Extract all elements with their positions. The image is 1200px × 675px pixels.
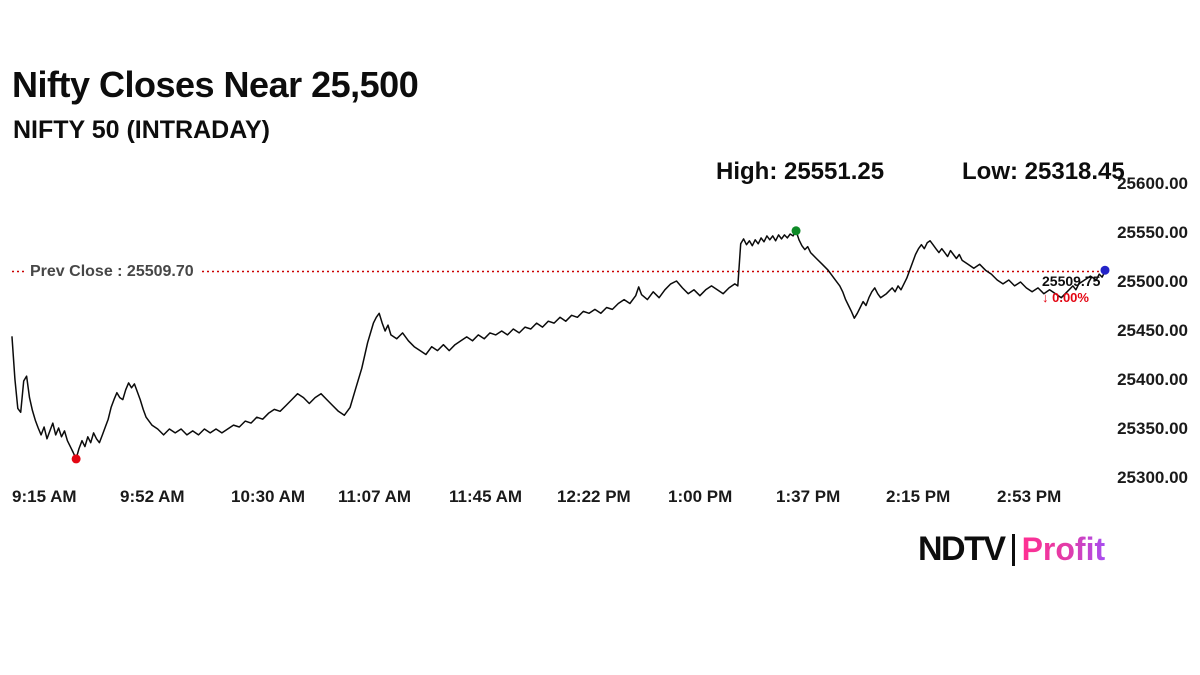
y-tick-label: 25600.00 xyxy=(1117,174,1188,193)
ndtv-profit-logo: NDTV Profit xyxy=(918,530,1105,569)
last-price-label: 25509.75 xyxy=(1042,273,1101,289)
x-tick-label: 1:00 PM xyxy=(668,487,733,506)
y-tick-label: 25500.00 xyxy=(1117,272,1188,291)
last-change-label: ↓ 0.00% xyxy=(1042,289,1089,305)
x-tick-label: 2:53 PM xyxy=(997,487,1062,506)
y-tick-label: 25450.00 xyxy=(1117,321,1188,340)
y-tick-label: 25550.00 xyxy=(1117,223,1188,242)
ndtv-logo-text: NDTV xyxy=(918,530,1006,568)
y-tick-label: 25350.00 xyxy=(1117,419,1188,438)
low-value-label: Low: 25318.45 xyxy=(962,158,1125,185)
x-tick-label: 9:15 AM xyxy=(12,487,77,506)
logo-separator xyxy=(1011,533,1015,566)
x-tick-label: 2:15 PM xyxy=(886,487,951,506)
y-tick-label: 25400.00 xyxy=(1117,370,1188,389)
x-tick-label: 10:30 AM xyxy=(231,487,306,506)
low-marker xyxy=(71,454,81,464)
prev-close-label: Prev Close : 25509.70 xyxy=(24,263,200,281)
x-tick-label: 1:37 PM xyxy=(776,487,841,506)
close-marker xyxy=(1100,265,1110,275)
x-tick-label: 11:07 AM xyxy=(338,487,412,506)
last-trade-callout: 25509.75 ↓ 0.00% xyxy=(1042,274,1100,304)
chart-subtitle: NIFTY 50 (INTRADAY) xyxy=(13,116,270,144)
page-title: Nifty Closes Near 25,500 xyxy=(12,64,419,105)
price-series-path xyxy=(11,230,1106,460)
x-tick-label: 12:22 PM xyxy=(557,487,631,506)
x-tick-label: 9:52 AM xyxy=(120,487,185,506)
x-tick-label: 11:45 AM xyxy=(449,487,523,506)
high-value-label: High: 25551.25 xyxy=(716,158,885,185)
profit-logo-text: Profit xyxy=(1021,531,1106,567)
high-marker xyxy=(791,226,801,236)
y-tick-label: 25300.00 xyxy=(1117,468,1188,487)
